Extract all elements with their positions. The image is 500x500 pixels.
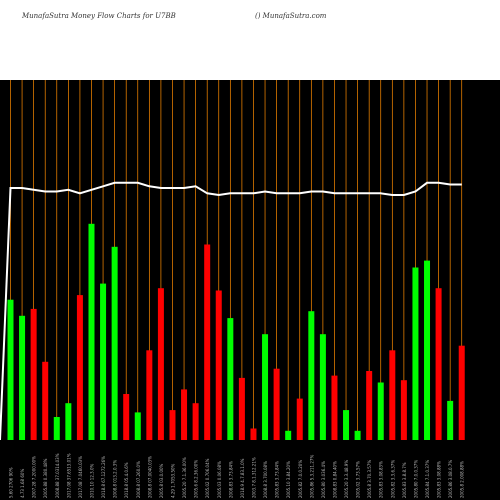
x-tick-label: 2005.84 7.1.0.37% [425,460,430,498]
x-tick-label: 2008.88 37.0314.03% [55,453,60,498]
x-tick-label: 2008.8 3.700.08% [263,461,268,498]
flow-bar [65,403,72,440]
flow-bar [88,223,95,440]
flow-bar [42,361,49,440]
flow-bar [354,430,361,440]
flow-bar [435,288,442,440]
x-tick-label: 2005.03 0.06.08% [217,461,222,498]
flow-bar [308,311,315,440]
flow-bar [366,371,373,440]
flow-bar [262,334,269,440]
x-tick-label: 2005.8 03.0.00% [159,463,164,498]
x-tick-label: 2005.88 0.380.48% [43,458,48,498]
chart-title: MunafaSutra Money Flow Charts for U7BB [22,12,176,20]
x-tick-label: 2005.8 2.008.88% [460,461,465,498]
x-tick-label: 2008.83 0.84.40% [333,461,338,498]
money-flow-line [0,181,462,441]
flow-bar [227,318,234,440]
x-tick-label: 2018.9 4.7.83.1.0% [240,458,245,498]
x-tick-label: 2005.82 3.3.6.37% [390,460,395,498]
x-tick-label: 2018.8 67.1272.26% [101,456,106,498]
x-tick-label: 2005.80 7.0.0.37% [413,460,418,498]
flow-bar [250,428,257,440]
x-tick-label: 2005.86 5.3.211.27% [309,455,314,498]
flow-bar [7,299,14,440]
flow-bar [343,410,350,440]
flow-bar [296,398,303,440]
flow-bar [238,377,245,440]
flow-bar [458,345,465,440]
flow-bar [285,430,292,440]
x-tick-label: 2008.83 3.73.84% [228,461,233,498]
x-tick-label: 4.29 1.7053.50% [171,463,176,498]
flow-bar [192,403,199,440]
flow-bar [19,315,26,440]
flow-bar [447,400,454,440]
x-tick-label: 2005.83 3.8.8.7% [402,462,407,498]
flow-bar [400,380,407,440]
x-tick-label: 2005.83 3.08.88% [437,461,442,498]
x-tick-label: 2005.86 3.08.0.7% [448,460,453,498]
x-tick-label: 4.73 1.68 60% [20,469,25,498]
flow-bar [111,246,118,440]
x-tick-label: 2005.8 3.70.3.57% [367,460,372,498]
site-credit: () MunafaSutra.com [255,12,327,20]
x-tick-label: 2005.83 3.08.83% [379,461,384,498]
flow-bar [123,394,130,440]
x-tick-label: 2005.02 3.73.57% [356,461,361,498]
flow-bar [204,244,211,440]
x-tick-label: 2008.8 013.2.0.3% [113,460,118,498]
x-tick-label: 2005.10 3.84.20% [286,461,291,498]
flow-bar [273,368,280,440]
flow-bar [215,290,222,440]
x-tick-label: 2008.8 07.260.0% [136,461,141,498]
flow-bar [146,350,153,440]
flow-bar [331,375,338,440]
flow-bar [377,382,384,440]
flow-bar [424,260,431,440]
flow-bar [412,267,419,440]
x-tick-label: 2005.20 3.3.48.9% [344,460,349,498]
flow-bar [157,288,164,440]
x-tick-label: 2008.8 07.0040.03% [147,456,152,498]
flow-bar [76,295,83,440]
flow-bar [319,334,326,440]
x-tick-label: 2005.82 7.0.0.20% [298,460,303,498]
flow-bar [181,389,188,440]
flow-bar [100,283,107,440]
x-tick-label: 2005.80 3.036.4% [321,461,326,498]
flow-bar [30,308,37,440]
x-tick-label: 2017.08 7.0460.03% [78,456,83,498]
flow-bar [53,417,60,440]
x-tick-label: 2003.7 8.1.312.21% [252,457,257,498]
x-tick-label: 2005.20 7.1.36.00% [182,457,187,498]
x-tick-label: 2010.10 12.3.0% [90,463,95,498]
x-tick-label: 2005.02 0.706.04% [205,458,210,498]
x-tick-label: 2005.83 3.73.84% [275,461,280,498]
x-tick-label: 2017.08 37.6513.01% [66,453,71,498]
flow-bar [169,410,176,440]
x-tick-label: 5.60 2706 90% [9,467,14,498]
flow-bar [389,350,396,440]
flow-bar [134,412,141,440]
x-tick-label: 2005.6 8.2.36.00% [194,460,199,498]
x-tick-label: 2018.8 05.4.0.6% [124,462,129,498]
x-tick-label: 2007.28 7.2000.00% [32,456,37,498]
